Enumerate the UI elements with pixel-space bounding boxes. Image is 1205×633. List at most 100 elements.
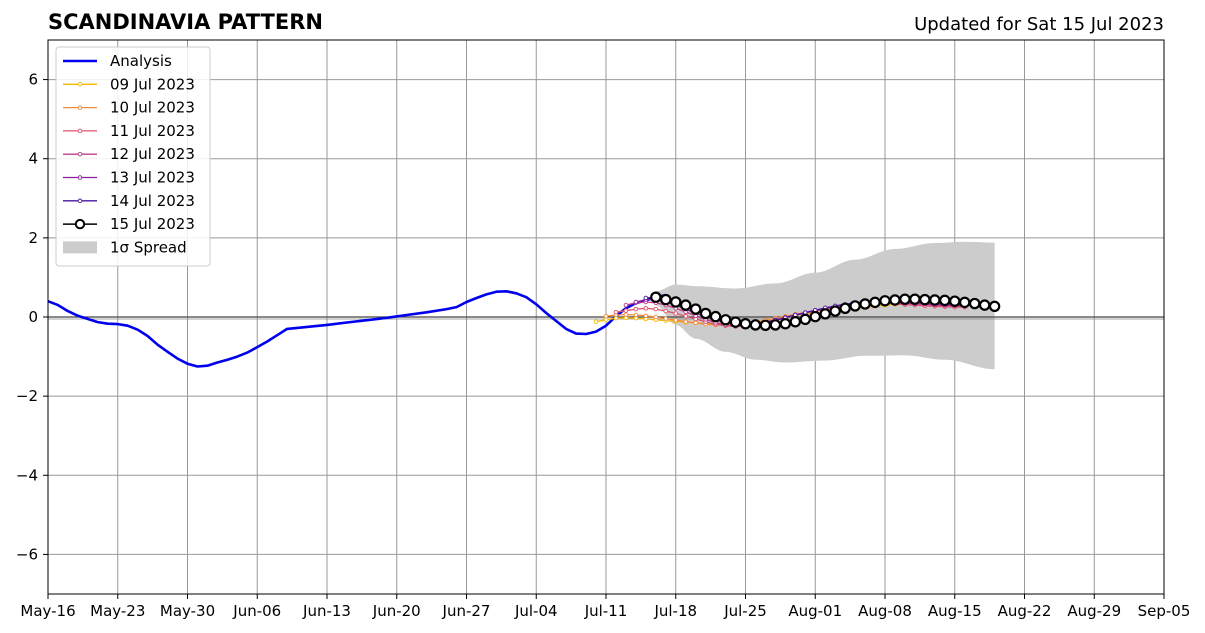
spread-layer <box>655 241 995 370</box>
y-axis-ticks: −6 −4 −2 0 2 4 6 <box>16 71 48 563</box>
legend-swatch-marker <box>74 218 86 230</box>
legend-entry: 14 Jul 2023 <box>63 192 195 210</box>
latest-forecast-point <box>660 293 672 306</box>
latest-forecast-point <box>789 316 802 328</box>
latest-forecast-point <box>889 294 901 306</box>
x-tick-label: Sep-05 <box>1138 602 1191 620</box>
latest-forecast-point <box>699 307 712 320</box>
latest-forecast-point <box>839 302 851 314</box>
forecast-point <box>643 313 649 319</box>
legend-swatch-marker <box>77 198 83 204</box>
latest-forecast-point <box>899 293 911 305</box>
x-axis-ticks: May-16 May-23 May-30 Jun-06 Jun-13 Jun-20 Jun-… <box>20 594 1190 620</box>
legend-label: 15 Jul 2023 <box>110 215 195 233</box>
forecast-point <box>673 311 679 316</box>
x-tick-label: Jun-20 <box>372 602 421 620</box>
latest-forecast-point <box>769 319 782 331</box>
y-tick-label: −4 <box>16 466 38 484</box>
y-tick-label: 2 <box>28 229 38 247</box>
x-tick-label: Jul-18 <box>653 602 697 620</box>
forecast-point <box>653 314 659 320</box>
forecast-point <box>593 319 599 324</box>
forecast-point <box>683 319 688 324</box>
x-tick-label: Jun-27 <box>442 602 491 620</box>
x-tick-label: Jun-13 <box>302 602 351 620</box>
analysis-line <box>47 290 667 368</box>
latest-forecast-point <box>779 318 792 330</box>
forecast-point <box>633 306 639 312</box>
forecast-point <box>643 306 649 311</box>
legend-swatch-spread <box>63 241 97 254</box>
legend-label: 11 Jul 2023 <box>110 122 195 140</box>
latest-forecast-point <box>650 291 662 303</box>
legend-swatch-marker <box>77 128 83 134</box>
legend-entry: 10 Jul 2023 <box>63 99 195 117</box>
forecast-point <box>623 302 629 308</box>
latest-forecast-point <box>988 300 1001 313</box>
legend-entry: 09 Jul 2023 <box>63 75 195 93</box>
latest-forecast-point <box>819 308 831 320</box>
latest-forecast-point <box>759 319 772 332</box>
forecast-point <box>673 317 679 323</box>
x-tick-label: Aug-22 <box>998 602 1052 620</box>
x-tick-label: Aug-29 <box>1067 602 1121 620</box>
latest-forecast-point <box>689 303 702 315</box>
legend-swatch-marker <box>77 175 83 180</box>
legend-label: 09 Jul 2023 <box>110 75 195 93</box>
y-tick-label: −6 <box>16 545 38 563</box>
latest-forecast-point <box>709 310 722 323</box>
latest-forecast-point <box>959 296 971 309</box>
y-tick-label: 4 <box>28 150 38 168</box>
x-tick-label: May-30 <box>160 602 215 620</box>
legend-entry: 11 Jul 2023 <box>63 122 195 140</box>
y-tick-label: 0 <box>28 308 38 326</box>
legend-entry: 12 Jul 2023 <box>63 145 195 163</box>
latest-forecast-point <box>680 299 692 311</box>
legend-label: 1σ Spread <box>110 238 187 256</box>
latest-forecast-point <box>859 298 871 310</box>
legend-swatch-marker <box>77 151 83 157</box>
latest-forecast-point <box>929 294 941 306</box>
latest-forecast-point <box>670 296 682 308</box>
legend-entry: 13 Jul 2023 <box>63 169 195 187</box>
forecast-point <box>613 310 619 315</box>
latest-forecast-point <box>799 313 811 326</box>
legend-label: 14 Jul 2023 <box>110 192 195 210</box>
forecast-point <box>633 312 639 318</box>
latest-forecast-point <box>809 310 821 323</box>
legend: Analysis 09 Jul 2023 10 Jul 2023 11 Jul 202… <box>55 46 211 267</box>
latest-forecast-point <box>939 294 951 307</box>
x-tick-label: Jul-04 <box>514 602 558 620</box>
legend-entry: 15 Jul 2023 <box>63 215 195 233</box>
latest-forecast-point <box>869 296 881 309</box>
series-layer <box>47 290 1001 368</box>
latest-forecast-point <box>949 295 961 307</box>
x-tick-label: Aug-15 <box>928 602 982 620</box>
forecast-point <box>663 316 669 321</box>
forecast-point <box>623 312 629 317</box>
legend-label: 12 Jul 2023 <box>110 145 195 163</box>
latest-forecast-point <box>739 318 752 330</box>
legend-label: 13 Jul 2023 <box>110 169 195 187</box>
x-tick-label: Jul-11 <box>584 602 628 620</box>
updated-label: Updated for Sat 15 Jul 2023 <box>914 14 1164 35</box>
y-tick-label: 6 <box>28 71 38 89</box>
latest-forecast-point <box>729 316 742 328</box>
legend-box <box>55 46 211 267</box>
latest-forecast-point <box>879 295 891 307</box>
latest-forecast-point <box>978 299 991 311</box>
x-tick-label: Aug-08 <box>858 602 912 620</box>
latest-forecast-point <box>909 293 921 305</box>
forecast-point <box>633 299 639 305</box>
legend-swatch-marker <box>77 105 83 110</box>
forecast-point <box>693 320 698 326</box>
x-tick-label: Aug-01 <box>788 602 842 620</box>
legend-label: Analysis <box>110 52 172 70</box>
forecast-point <box>643 295 649 301</box>
latest-forecast-point <box>849 300 861 312</box>
spread-band <box>655 241 995 370</box>
latest-forecast-point <box>749 319 762 331</box>
legend-entry: Analysis <box>63 52 172 70</box>
forecast-point <box>603 313 609 319</box>
